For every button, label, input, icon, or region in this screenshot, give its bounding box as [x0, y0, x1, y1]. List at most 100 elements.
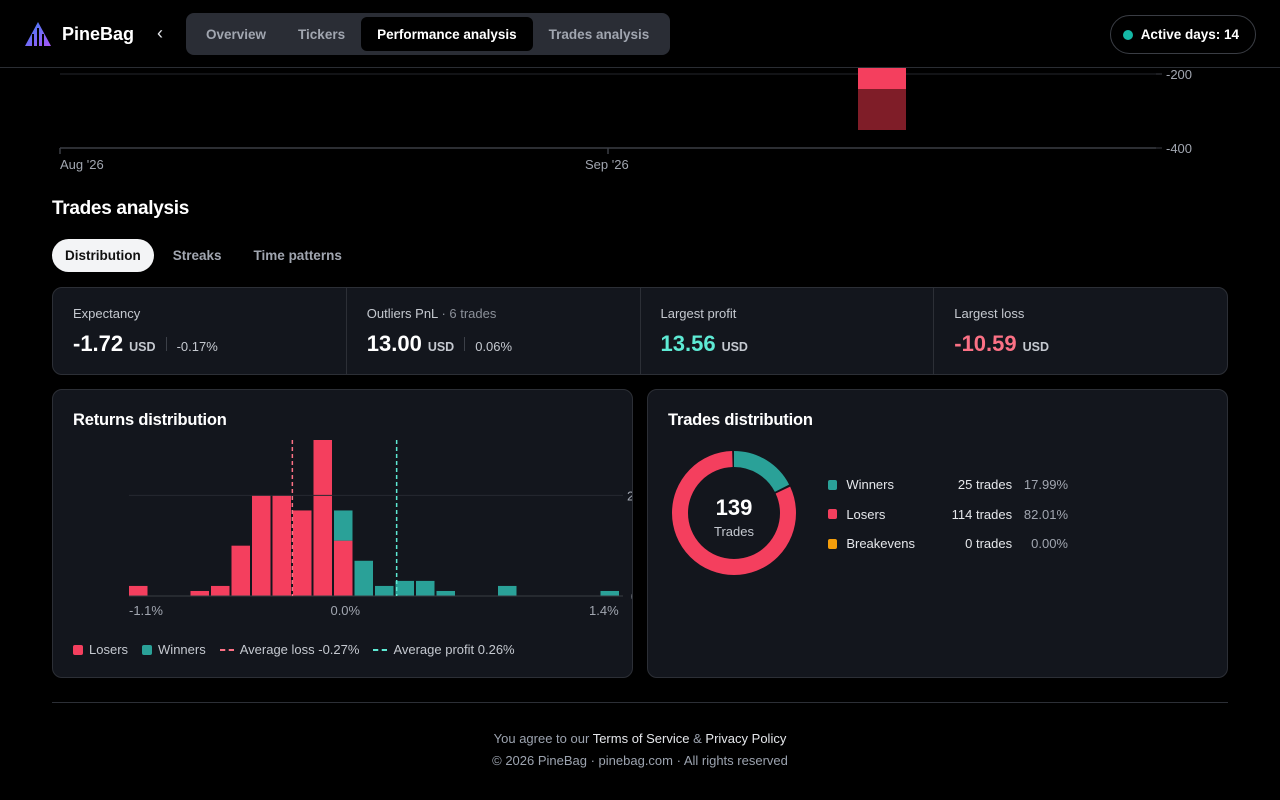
dash-swatch	[373, 648, 388, 651]
stat-value: 13.56	[660, 331, 716, 356]
y-tick-label: 0	[631, 589, 632, 604]
trades-distribution-card: Trades distribution 139 Trades Winners 2…	[647, 389, 1228, 678]
losers-bar[interactable]	[129, 585, 148, 596]
stat-outliers-pnl: Outliers PnL · 6 trades 13.00 USD 0.06%	[347, 288, 641, 374]
pinebag-logo-icon	[25, 22, 51, 46]
winners-bar[interactable]	[600, 590, 620, 596]
y-tick-label: -200	[1166, 68, 1192, 82]
stat-percent: 0.06%	[475, 339, 513, 354]
losers-bar[interactable]	[334, 540, 353, 596]
legend-winners[interactable]: Winners	[142, 642, 206, 657]
legend-label: Losers	[89, 642, 129, 657]
winners-swatch	[142, 644, 153, 655]
losers-bar[interactable]	[211, 585, 230, 596]
terms-link[interactable]: Terms of Service	[592, 731, 690, 746]
winners-bar[interactable]	[395, 580, 415, 596]
x-tick-label: -1.1%	[129, 603, 163, 618]
loss-bar-shadow	[858, 89, 906, 130]
stat-value: -10.59	[954, 331, 1017, 356]
dash-swatch	[219, 648, 234, 651]
legend-label: Winners	[158, 642, 206, 657]
subtab-time-patterns[interactable]: Time patterns	[253, 248, 342, 263]
main-nav: Overview Tickers Performance analysis Tr…	[186, 13, 670, 55]
losers-bar[interactable]	[313, 440, 333, 596]
section-title: Trades analysis	[52, 198, 190, 219]
stat-unit: USD	[427, 340, 455, 354]
stat-unit: USD	[129, 340, 156, 354]
row-count: 114 trades	[951, 506, 1013, 522]
footer-divider	[52, 702, 1228, 703]
copyright: © 2026 PineBag · pinebag.com · All right…	[492, 753, 788, 768]
stat-label-suffix: · 6 trades	[441, 306, 497, 321]
list-item: Breakevens 0 trades 0.00%	[828, 529, 1068, 559]
y-tick-label: 20	[627, 488, 632, 503]
donut-total-label: Trades	[714, 524, 754, 539]
breakevens-swatch	[828, 538, 838, 549]
trades-donut-chart: 139 Trades	[672, 451, 796, 575]
x-tick-label: Aug '26	[60, 157, 104, 172]
tab-tickers[interactable]: Tickers	[298, 26, 346, 42]
active-days-label: Active days: 14	[1140, 27, 1239, 42]
winners-bar[interactable]	[416, 580, 435, 596]
losers-bar[interactable]	[272, 495, 292, 596]
y-tick-label: -400	[1166, 141, 1192, 156]
tab-overview[interactable]: Overview	[206, 26, 267, 42]
stats-row: Expectancy -1.72 USD -0.17% Outliers PnL…	[52, 287, 1228, 375]
losers-bar[interactable]	[293, 510, 312, 596]
stat-label: Expectancy	[73, 306, 141, 321]
tab-performance-analysis[interactable]: Performance analysis	[361, 17, 533, 51]
footer-amp: &	[693, 731, 702, 746]
losers-bar[interactable]	[252, 495, 271, 596]
stat-label: Outliers PnL	[366, 306, 438, 321]
footer-prefix: You agree to our	[493, 731, 590, 746]
subtab-streaks[interactable]: Streaks	[172, 248, 222, 263]
row-name: Breakevens	[846, 536, 915, 552]
legend-average-loss[interactable]: Average loss -0.27%	[219, 642, 360, 657]
winners-bar[interactable]	[498, 585, 517, 596]
returns-histogram: 0 20 -1.1% 0.0% 1.4%	[129, 440, 632, 618]
chevron-left-icon[interactable]: ‹	[157, 22, 163, 43]
row-percent: 0.00%	[1031, 536, 1068, 552]
pnl-chart-fragment: Aug '26 Sep '26 -200 -400	[59, 68, 1192, 172]
divider	[165, 337, 167, 351]
loss-bar	[858, 68, 906, 89]
winners-slice[interactable]	[672, 451, 796, 575]
stat-unit: USD	[721, 340, 748, 354]
card-title: Trades distribution	[668, 411, 813, 429]
row-percent: 17.99%	[1023, 477, 1068, 493]
stat-percent: -0.17%	[176, 339, 218, 354]
legend-label: Average profit 0.26%	[393, 642, 515, 657]
losers-bar[interactable]	[190, 590, 210, 596]
losers-bar[interactable]	[231, 545, 251, 596]
losers-swatch	[828, 509, 838, 520]
list-item: Losers 114 trades 82.01%	[828, 500, 1068, 530]
legend-label: Average loss -0.27%	[239, 642, 360, 657]
app-name: PineBag	[62, 23, 135, 44]
app-logo[interactable]: PineBag	[24, 21, 134, 47]
winners-swatch	[828, 479, 838, 490]
x-tick-label: Sep '26	[585, 157, 629, 172]
subtab-distribution[interactable]: Distribution	[52, 239, 154, 272]
stat-label: Largest loss	[954, 306, 1025, 321]
tab-trades-analysis[interactable]: Trades analysis	[548, 26, 650, 42]
trades-breakdown-list: Winners 25 trades 17.99% Losers 114 trad…	[828, 470, 1068, 559]
winners-bar[interactable]	[375, 585, 394, 596]
row-count: 0 trades	[965, 536, 1013, 552]
legend-losers[interactable]: Losers	[73, 642, 128, 657]
status-dot-icon	[1122, 29, 1133, 40]
row-name: Winners	[846, 477, 894, 493]
losers-swatch	[73, 644, 83, 655]
card-title: Returns distribution	[73, 411, 227, 429]
stat-label: Largest profit	[660, 306, 737, 321]
top-header: PineBag ‹ Overview Tickers Performance a…	[0, 0, 1280, 68]
privacy-link[interactable]: Privacy Policy	[705, 731, 787, 746]
legend-average-profit[interactable]: Average profit 0.26%	[373, 642, 515, 657]
winners-bar[interactable]	[334, 510, 353, 541]
active-days-badge[interactable]: Active days: 14	[1109, 15, 1256, 54]
chart-legend: Losers Winners Average loss -0.27% Avera…	[73, 642, 515, 657]
list-item: Winners 25 trades 17.99%	[828, 470, 1068, 500]
winners-bar[interactable]	[436, 590, 456, 596]
stat-unit: USD	[1022, 340, 1050, 354]
losers-slice[interactable]	[672, 451, 796, 575]
winners-bar[interactable]	[354, 560, 374, 596]
